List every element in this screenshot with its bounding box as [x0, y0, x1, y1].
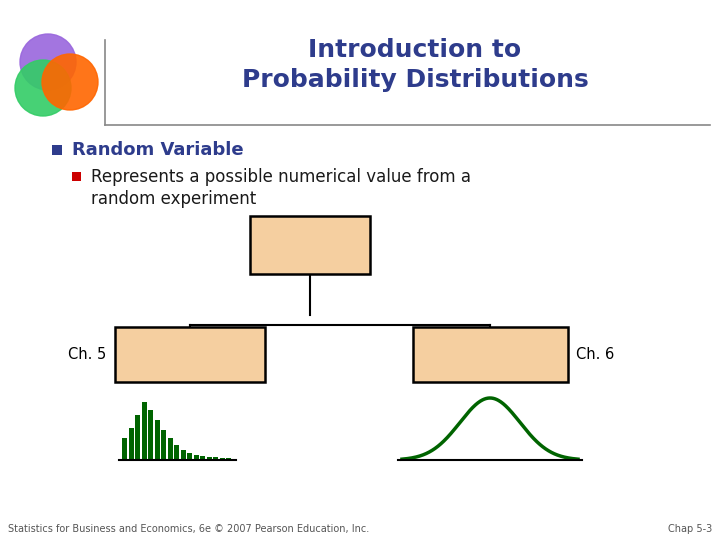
Text: Random Variable: Random Variable	[120, 356, 261, 371]
Bar	[181, 450, 186, 460]
Bar	[122, 438, 127, 460]
Bar	[161, 430, 166, 460]
Bar	[52, 145, 62, 155]
Bar	[187, 453, 192, 460]
Bar	[142, 402, 146, 460]
Text: Discrete: Discrete	[156, 338, 225, 353]
Bar	[226, 458, 231, 460]
Bar	[200, 456, 205, 460]
Circle shape	[20, 34, 76, 90]
Text: Statistics for Business and Economics, 6e © 2007 Pearson Education, Inc.: Statistics for Business and Economics, 6…	[8, 524, 369, 534]
Bar	[148, 410, 153, 460]
Bar	[115, 327, 265, 382]
Text: Random Variable: Random Variable	[72, 141, 243, 159]
Bar	[155, 420, 160, 460]
Text: Introduction to: Introduction to	[308, 38, 521, 62]
Text: Continuous: Continuous	[444, 338, 536, 353]
Text: Probability Distributions: Probability Distributions	[242, 68, 588, 92]
Text: Ch. 5: Ch. 5	[68, 347, 106, 362]
Bar	[72, 172, 81, 181]
Text: Chap 5-3: Chap 5-3	[667, 524, 712, 534]
Text: Ch. 6: Ch. 6	[577, 347, 615, 362]
Bar	[174, 445, 179, 460]
Bar	[194, 455, 199, 460]
Bar	[220, 458, 225, 460]
Text: Represents a possible numerical value from a: Represents a possible numerical value fr…	[91, 168, 471, 186]
Bar	[168, 438, 173, 460]
Bar	[135, 415, 140, 460]
Text: Variables: Variables	[270, 247, 350, 262]
Text: Random Variable: Random Variable	[420, 356, 560, 371]
Bar	[250, 216, 370, 274]
Circle shape	[42, 54, 98, 110]
Bar	[213, 457, 218, 460]
Text: random experiment: random experiment	[91, 190, 256, 208]
Bar	[207, 457, 212, 460]
Bar	[413, 327, 567, 382]
Bar	[128, 428, 133, 460]
Circle shape	[15, 60, 71, 116]
Text: Random: Random	[275, 230, 345, 245]
